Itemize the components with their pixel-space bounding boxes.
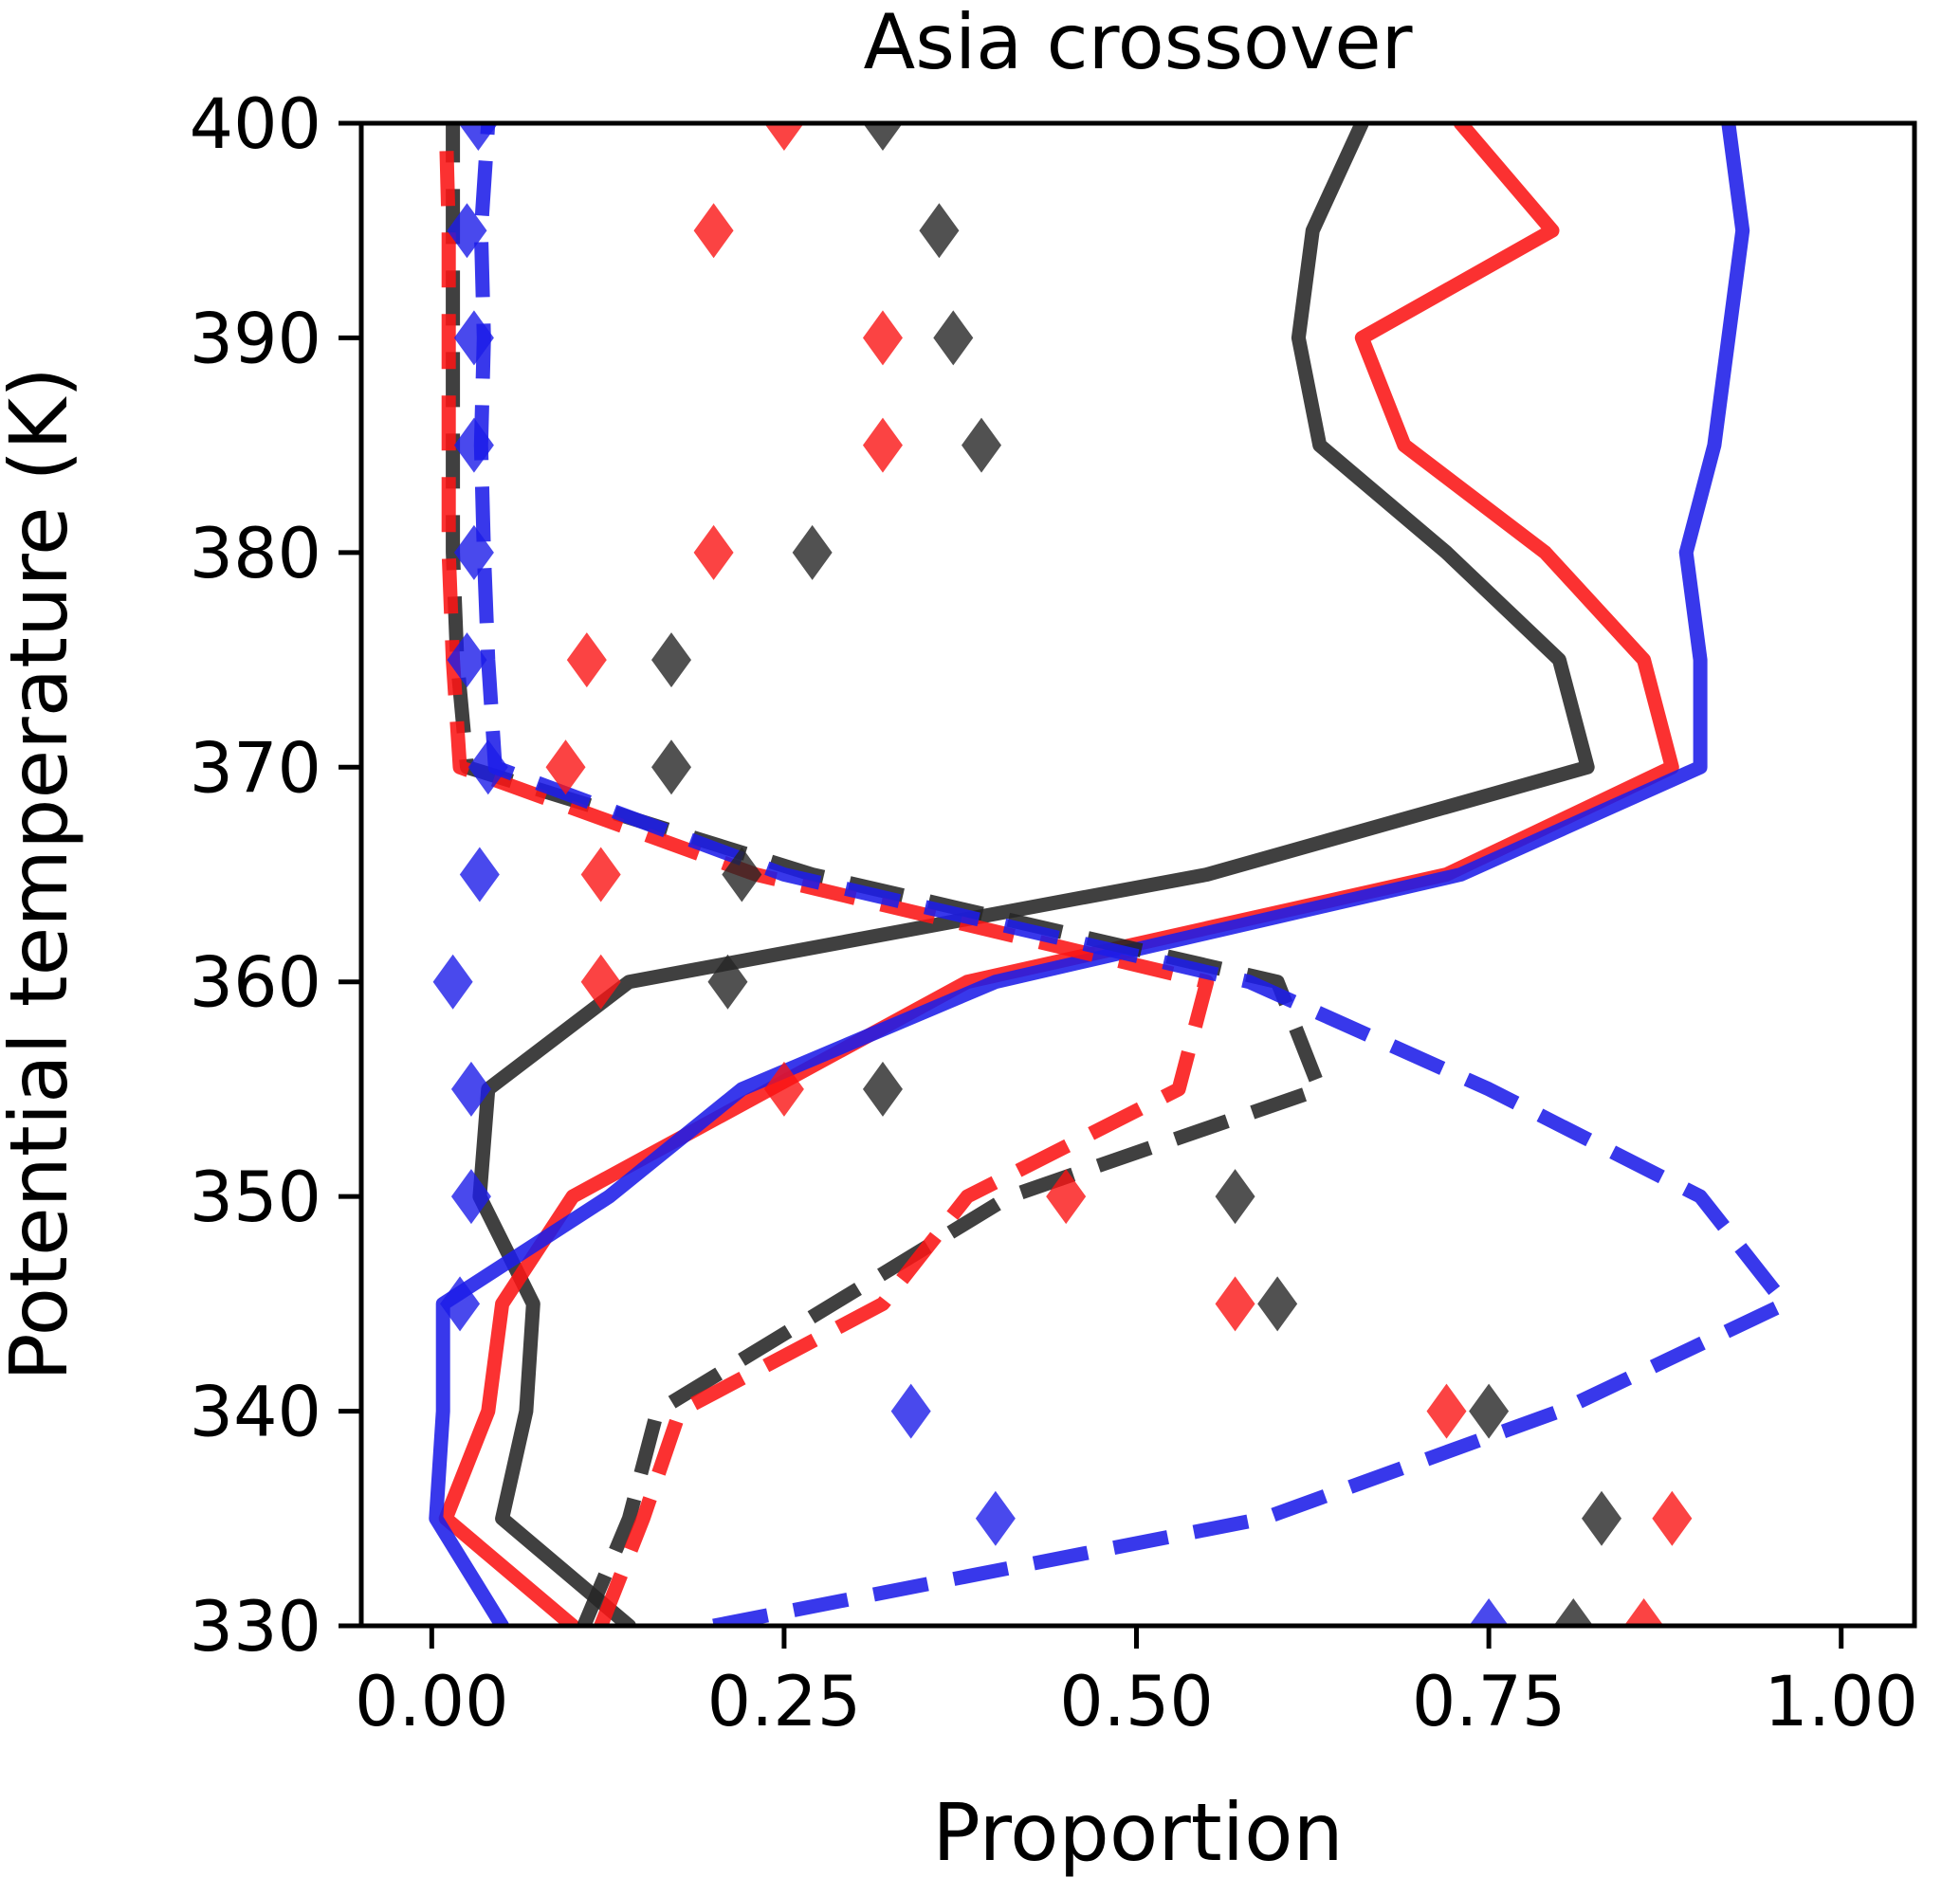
scatter-blue-point (458, 123, 499, 151)
scatter-black-point (1215, 1169, 1255, 1225)
scatter-red-point (1652, 1490, 1693, 1546)
x-tick-label: 0.50 (1059, 1662, 1214, 1742)
x-tick-label: 0.00 (355, 1662, 509, 1742)
scatter-blue-point (1469, 1598, 1510, 1626)
y-tick-label: 400 (190, 84, 321, 165)
scatter-blue-point (890, 1383, 931, 1439)
scatter-red-point (862, 310, 903, 366)
scatter-black-point (862, 123, 903, 151)
chart-title: Asia crossover (864, 0, 1413, 86)
line-dashed-red (438, 123, 1215, 1626)
y-tick-label: 380 (190, 514, 321, 594)
scatter-blue-point (450, 1169, 491, 1225)
line-solid-blue (429, 123, 1750, 1626)
y-tick-label: 330 (190, 1587, 321, 1668)
scatter-red-point (763, 1061, 804, 1117)
scatter-blue-point (453, 417, 494, 473)
scatter-blue-point (432, 954, 473, 1010)
y-tick-label: 340 (190, 1373, 321, 1453)
scatter-red-point (580, 954, 621, 1010)
y-axis-label: Potential temperature (K) (0, 367, 85, 1381)
plot-markers (432, 123, 1693, 1626)
scatter-red-point (1215, 1276, 1255, 1332)
y-tick-label: 360 (190, 943, 321, 1024)
plot-series (429, 123, 1792, 1626)
scatter-black-point (1553, 1598, 1594, 1626)
plot-border (358, 120, 1917, 1629)
scatter-red-point (693, 203, 734, 259)
scatter-blue-point (975, 1490, 1016, 1546)
scatter-black-point (1469, 1383, 1510, 1439)
scatter-red-point (545, 739, 586, 795)
scatter-black-point (1582, 1490, 1622, 1546)
scatter-black-point (919, 203, 960, 259)
scatter-black-point (933, 310, 974, 366)
scatter-blue-point (467, 739, 508, 795)
scatter-black-point (722, 847, 762, 902)
x-axis-label: Proportion (932, 1786, 1343, 1879)
y-tick-label: 350 (190, 1158, 321, 1238)
scatter-red-point (1623, 1598, 1664, 1626)
scatter-black-point (707, 954, 748, 1010)
scatter-blue-point (447, 632, 487, 688)
line-dashed-blue (473, 123, 1792, 1626)
scatter-blue-point (453, 524, 494, 580)
x-tick-label: 0.25 (707, 1662, 862, 1742)
line-solid-black (472, 123, 1595, 1626)
scatter-blue-point (459, 847, 500, 902)
scatter-black-point (651, 632, 692, 688)
scatter-black-point (651, 739, 692, 795)
scatter-blue-point (453, 310, 494, 366)
scatter-black-point (862, 1061, 903, 1117)
scatter-blue-point (450, 1061, 491, 1117)
scatter-red-point (763, 123, 804, 151)
scatter-black-point (792, 524, 833, 580)
scatter-red-point (580, 847, 621, 902)
scatter-red-point (1046, 1169, 1087, 1225)
scatter-black-point (962, 417, 1002, 473)
x-tick-label: 1.00 (1764, 1662, 1918, 1742)
scatter-blue-point (447, 203, 487, 259)
scatter-red-point (862, 417, 903, 473)
y-tick-label: 370 (190, 728, 321, 809)
y-tick-label: 390 (190, 299, 321, 379)
axes: 0.00 0.25 0.50 0.75 1.00 330 340 350 360 370 380 39… (190, 84, 1918, 1742)
scatter-red-point (693, 524, 734, 580)
scatter-red-point (1426, 1383, 1467, 1439)
x-tick-label: 0.75 (1412, 1662, 1566, 1742)
scatter-black-point (1257, 1276, 1298, 1332)
scatter-red-point (566, 632, 607, 688)
scatter-blue-point (440, 1276, 481, 1332)
